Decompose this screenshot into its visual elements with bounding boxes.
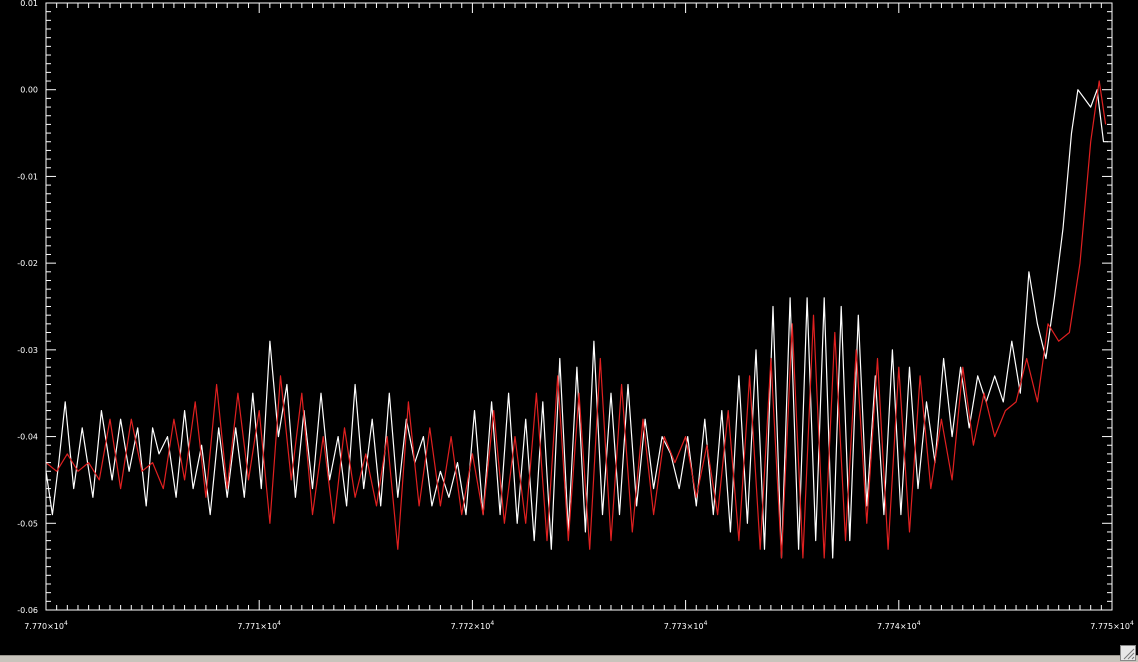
x-tick-label: 7.773×104 [664, 620, 708, 631]
series-line-2 [45, 80, 1107, 559]
y-tick-label: 0.00 [20, 86, 38, 95]
resize-grip-icon[interactable] [1120, 645, 1136, 661]
tick-labels: 0.01 0.00 -0.01 -0.02 -0.03 -0.04 -0.05 -0.06 7.… [17, 0, 1134, 631]
x-tick-label: 7.771×104 [237, 620, 281, 631]
window-status-strip [0, 645, 1138, 662]
x-tick-label: 7.770×104 [24, 620, 68, 631]
x-tick-label: 7.774×104 [877, 620, 921, 631]
y-tick-label: -0.02 [17, 259, 38, 268]
y-tick-label: -0.05 [17, 519, 38, 528]
y-tick-label: -0.04 [17, 433, 38, 442]
series-layer [45, 80, 1108, 559]
x-tick-label: 7.772×104 [451, 620, 495, 631]
y-tick-label: 0.01 [20, 0, 38, 8]
plot-frame [45, 2, 1113, 611]
series-line-1 [45, 89, 1108, 559]
y-tick-label: -0.01 [17, 172, 38, 181]
axes-layer [45, 2, 1113, 611]
x-tick-label: 7.775×104 [1090, 620, 1134, 631]
y-tick-label: -0.06 [17, 606, 38, 615]
y-tick-label: -0.03 [17, 346, 38, 355]
